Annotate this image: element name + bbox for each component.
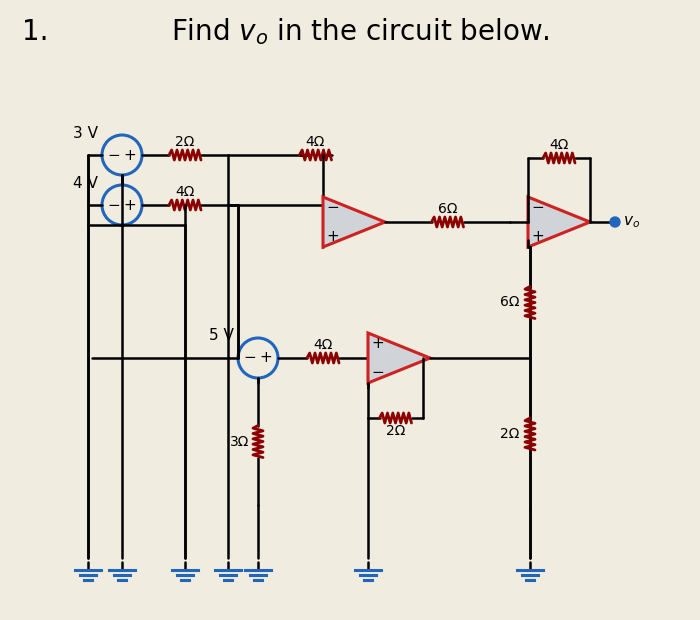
Text: 4 V: 4 V	[73, 175, 98, 190]
Circle shape	[610, 217, 620, 227]
Text: 4Ω: 4Ω	[306, 135, 326, 149]
Polygon shape	[368, 333, 430, 383]
Text: 6Ω: 6Ω	[500, 296, 519, 309]
Text: 3 V: 3 V	[73, 125, 98, 141]
Text: +: +	[124, 148, 136, 162]
Text: 2Ω: 2Ω	[500, 427, 519, 441]
Text: +: +	[372, 336, 384, 352]
Text: −: −	[372, 365, 384, 379]
Polygon shape	[528, 197, 590, 247]
Text: $v_o$: $v_o$	[623, 214, 640, 230]
Text: 2Ω: 2Ω	[386, 424, 405, 438]
Text: 4Ω: 4Ω	[175, 185, 195, 199]
Text: 4Ω: 4Ω	[314, 338, 332, 352]
Text: Find $v_o$ in the circuit below.: Find $v_o$ in the circuit below.	[171, 17, 550, 47]
Text: 1.: 1.	[22, 18, 48, 46]
Text: −: −	[108, 148, 120, 162]
Polygon shape	[323, 197, 385, 247]
Text: +: +	[327, 229, 340, 244]
Text: +: +	[531, 229, 545, 244]
Text: 3Ω: 3Ω	[230, 435, 250, 448]
Text: 2Ω: 2Ω	[175, 135, 195, 149]
Text: +: +	[260, 350, 272, 366]
Text: 5 V: 5 V	[209, 329, 234, 343]
Text: −: −	[327, 200, 340, 215]
Text: +: +	[124, 198, 136, 213]
Text: 6Ω: 6Ω	[438, 202, 457, 216]
Text: −: −	[244, 350, 256, 366]
Text: 4Ω: 4Ω	[550, 138, 568, 152]
Text: −: −	[531, 200, 545, 215]
Text: −: −	[108, 198, 120, 213]
